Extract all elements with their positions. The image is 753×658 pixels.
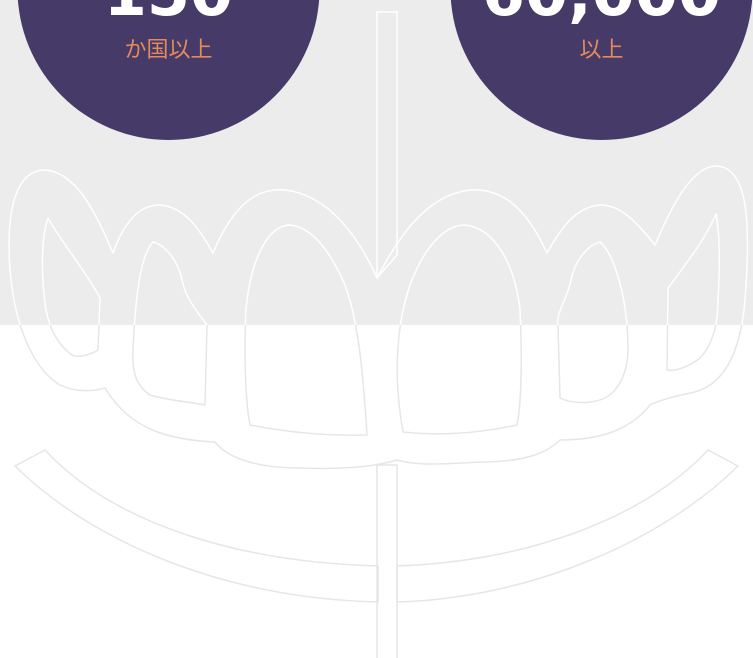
stats-section: 150 か国以上 60,000 以上 [0, 0, 753, 658]
stat-label: 以上 [579, 38, 623, 63]
page: 150 か国以上 60,000 以上 (() => { const data =… [0, 0, 753, 658]
stat-label: か国以上 [124, 38, 212, 63]
stat-value: 60,000 [482, 0, 721, 30]
stat-value: 150 [104, 0, 233, 30]
